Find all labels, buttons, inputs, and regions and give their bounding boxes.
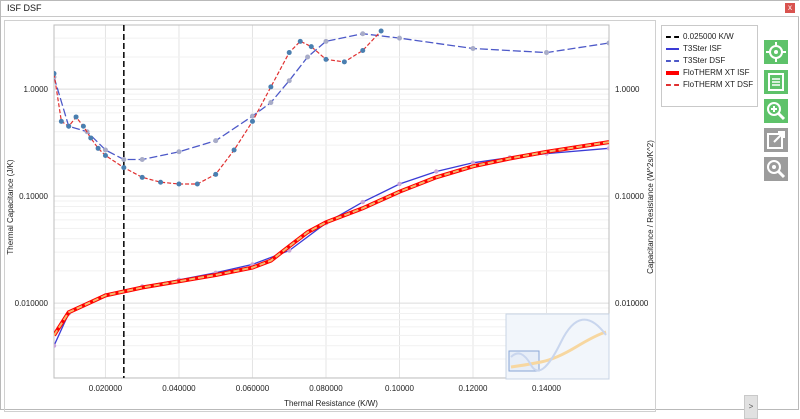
minimap-curve-a — [510, 330, 607, 369]
series-flotherm-dsf-marker — [231, 147, 237, 153]
series-flotherm-dsf-marker — [102, 152, 108, 158]
minimap-curve-b — [510, 318, 607, 372]
series-flotherm-dsf-marker — [308, 44, 314, 50]
legend-label-t3ster-isf: T3Ster ISF — [683, 44, 722, 53]
series-flotherm-dsf-marker — [73, 114, 79, 120]
title-bar: ISF DSF x — [1, 1, 799, 17]
list-icon — [768, 73, 784, 91]
legend-swatch-flotherm-dsf — [666, 84, 679, 86]
series-flotherm-dsf-marker — [213, 171, 219, 177]
series-t3ster-isf-marker — [470, 160, 476, 166]
y-right-tick-label: 0.10000 — [615, 192, 644, 201]
series-t3ster-dsf-marker — [213, 138, 219, 144]
series-t3ster-dsf-marker — [139, 157, 145, 163]
series-flotherm-dsf-marker — [54, 71, 57, 77]
series-flotherm-dsf-marker — [95, 145, 101, 151]
zoom-reset-icon — [767, 160, 786, 179]
series-flotherm-dsf-line — [54, 30, 382, 185]
series-t3ster-dsf-marker — [470, 46, 476, 52]
series-flotherm-dsf-marker — [249, 118, 255, 124]
expand-panel-button[interactable]: > — [744, 395, 758, 419]
y-axis-right-label: Capacitance / Resistance (W^2s/K^2) — [646, 140, 655, 274]
series-t3ster-dsf-marker — [360, 31, 366, 37]
series-flotherm-dsf-marker — [323, 56, 329, 62]
x-tick-label: 0.060000 — [236, 384, 270, 393]
y-left-tick-label: 0.010000 — [15, 299, 49, 308]
series-t3ster-dsf-marker — [606, 40, 609, 46]
series-t3ster-dsf-marker — [249, 113, 255, 119]
zoom-reset-button[interactable] — [764, 157, 788, 181]
x-tick-label: 0.020000 — [89, 384, 123, 393]
y-left-tick-label: 0.10000 — [19, 192, 48, 201]
series-flotherm-dsf-marker — [88, 135, 94, 141]
close-button[interactable]: x — [785, 3, 795, 13]
export-button[interactable] — [764, 128, 788, 152]
legend-label-cursor: 0.025000 K/W — [683, 32, 734, 41]
zoom-in-button[interactable] — [764, 99, 788, 123]
series-flotherm-dsf-marker — [194, 181, 200, 187]
series-flotherm-dsf-marker — [66, 123, 72, 129]
series-t3ster-dsf-marker — [121, 157, 127, 163]
series-flotherm-dsf-marker — [341, 59, 347, 65]
x-tick-label: 0.12000 — [459, 384, 488, 393]
legend: 0.025000 K/W T3Ster ISF T3Ster DSF FloTH… — [661, 25, 758, 107]
series-t3ster-dsf-marker — [268, 100, 274, 106]
x-axis-label: Thermal Resistance (K/W) — [284, 399, 378, 408]
series-flotherm-dsf-marker — [80, 123, 86, 129]
legend-label-flotherm-dsf: FloTHERM XT DSF — [683, 80, 754, 89]
export-icon — [767, 131, 785, 149]
series-flotherm-dsf-marker — [286, 50, 292, 56]
window-title: ISF DSF — [7, 3, 42, 13]
locate-button[interactable] — [764, 40, 788, 64]
series-t3ster-isf-marker — [54, 343, 57, 348]
y-left-tick-label: 1.0000 — [24, 85, 49, 94]
series-t3ster-dsf-marker — [286, 78, 292, 84]
series-flotherm-dsf-marker — [378, 28, 384, 34]
series-t3ster-dsf-line — [54, 33, 609, 161]
minimap — [505, 313, 610, 380]
y-axis-left-label: Thermal Capacitance (J/K) — [6, 159, 15, 254]
series-group — [54, 28, 609, 348]
x-tick-label: 0.080000 — [309, 384, 343, 393]
series-flotherm-dsf-marker — [268, 84, 274, 90]
series-flotherm-dsf-marker — [158, 179, 164, 185]
series-flotherm-isf-overlay — [54, 141, 609, 336]
series-t3ster-isf-marker — [606, 146, 609, 151]
legend-swatch-t3ster-dsf — [666, 60, 679, 62]
list-button[interactable] — [764, 70, 788, 94]
series-t3ster-isf-marker — [397, 181, 402, 187]
chart-area: Thermal Resistance (K/W) Thermal Capacit… — [1, 17, 800, 419]
x-tick-label: 0.040000 — [162, 384, 196, 393]
series-flotherm-dsf-marker — [121, 165, 127, 171]
plot-border — [53, 24, 610, 379]
series-t3ster-dsf-marker — [176, 149, 182, 155]
series-flotherm-dsf-marker — [139, 174, 145, 180]
y-right-tick-label: 0.010000 — [615, 299, 649, 308]
x-tick-label: 0.14000 — [532, 384, 561, 393]
series-t3ster-dsf-marker — [396, 35, 402, 41]
legend-swatch-t3ster-isf — [666, 48, 679, 50]
series-t3ster-isf-marker — [434, 169, 439, 174]
legend-swatch-cursor — [666, 36, 679, 38]
zoom-in-icon — [767, 102, 786, 121]
series-flotherm-dsf-marker — [360, 47, 366, 53]
series-t3ster-dsf-marker — [544, 50, 550, 56]
locate-icon — [766, 42, 786, 62]
legend-swatch-flotherm-isf — [666, 71, 679, 75]
series-flotherm-dsf-marker — [58, 118, 64, 124]
y-right-tick-label: 1.0000 — [615, 85, 640, 94]
chart-svg[interactable]: Thermal Resistance (K/W) Thermal Capacit… — [1, 17, 800, 412]
legend-label-t3ster-dsf: T3Ster DSF — [683, 56, 726, 65]
series-flotherm-dsf-marker — [176, 181, 182, 187]
series-t3ster-dsf-marker — [102, 147, 108, 153]
series-t3ster-dsf-marker — [323, 38, 329, 44]
x-tick-label: 0.10000 — [385, 384, 414, 393]
series-t3ster-dsf-marker — [305, 54, 311, 60]
legend-label-flotherm-isf: FloTHERM XT ISF — [683, 68, 750, 77]
series-t3ster-isf-marker — [360, 199, 365, 205]
series-flotherm-dsf-marker — [297, 38, 303, 44]
